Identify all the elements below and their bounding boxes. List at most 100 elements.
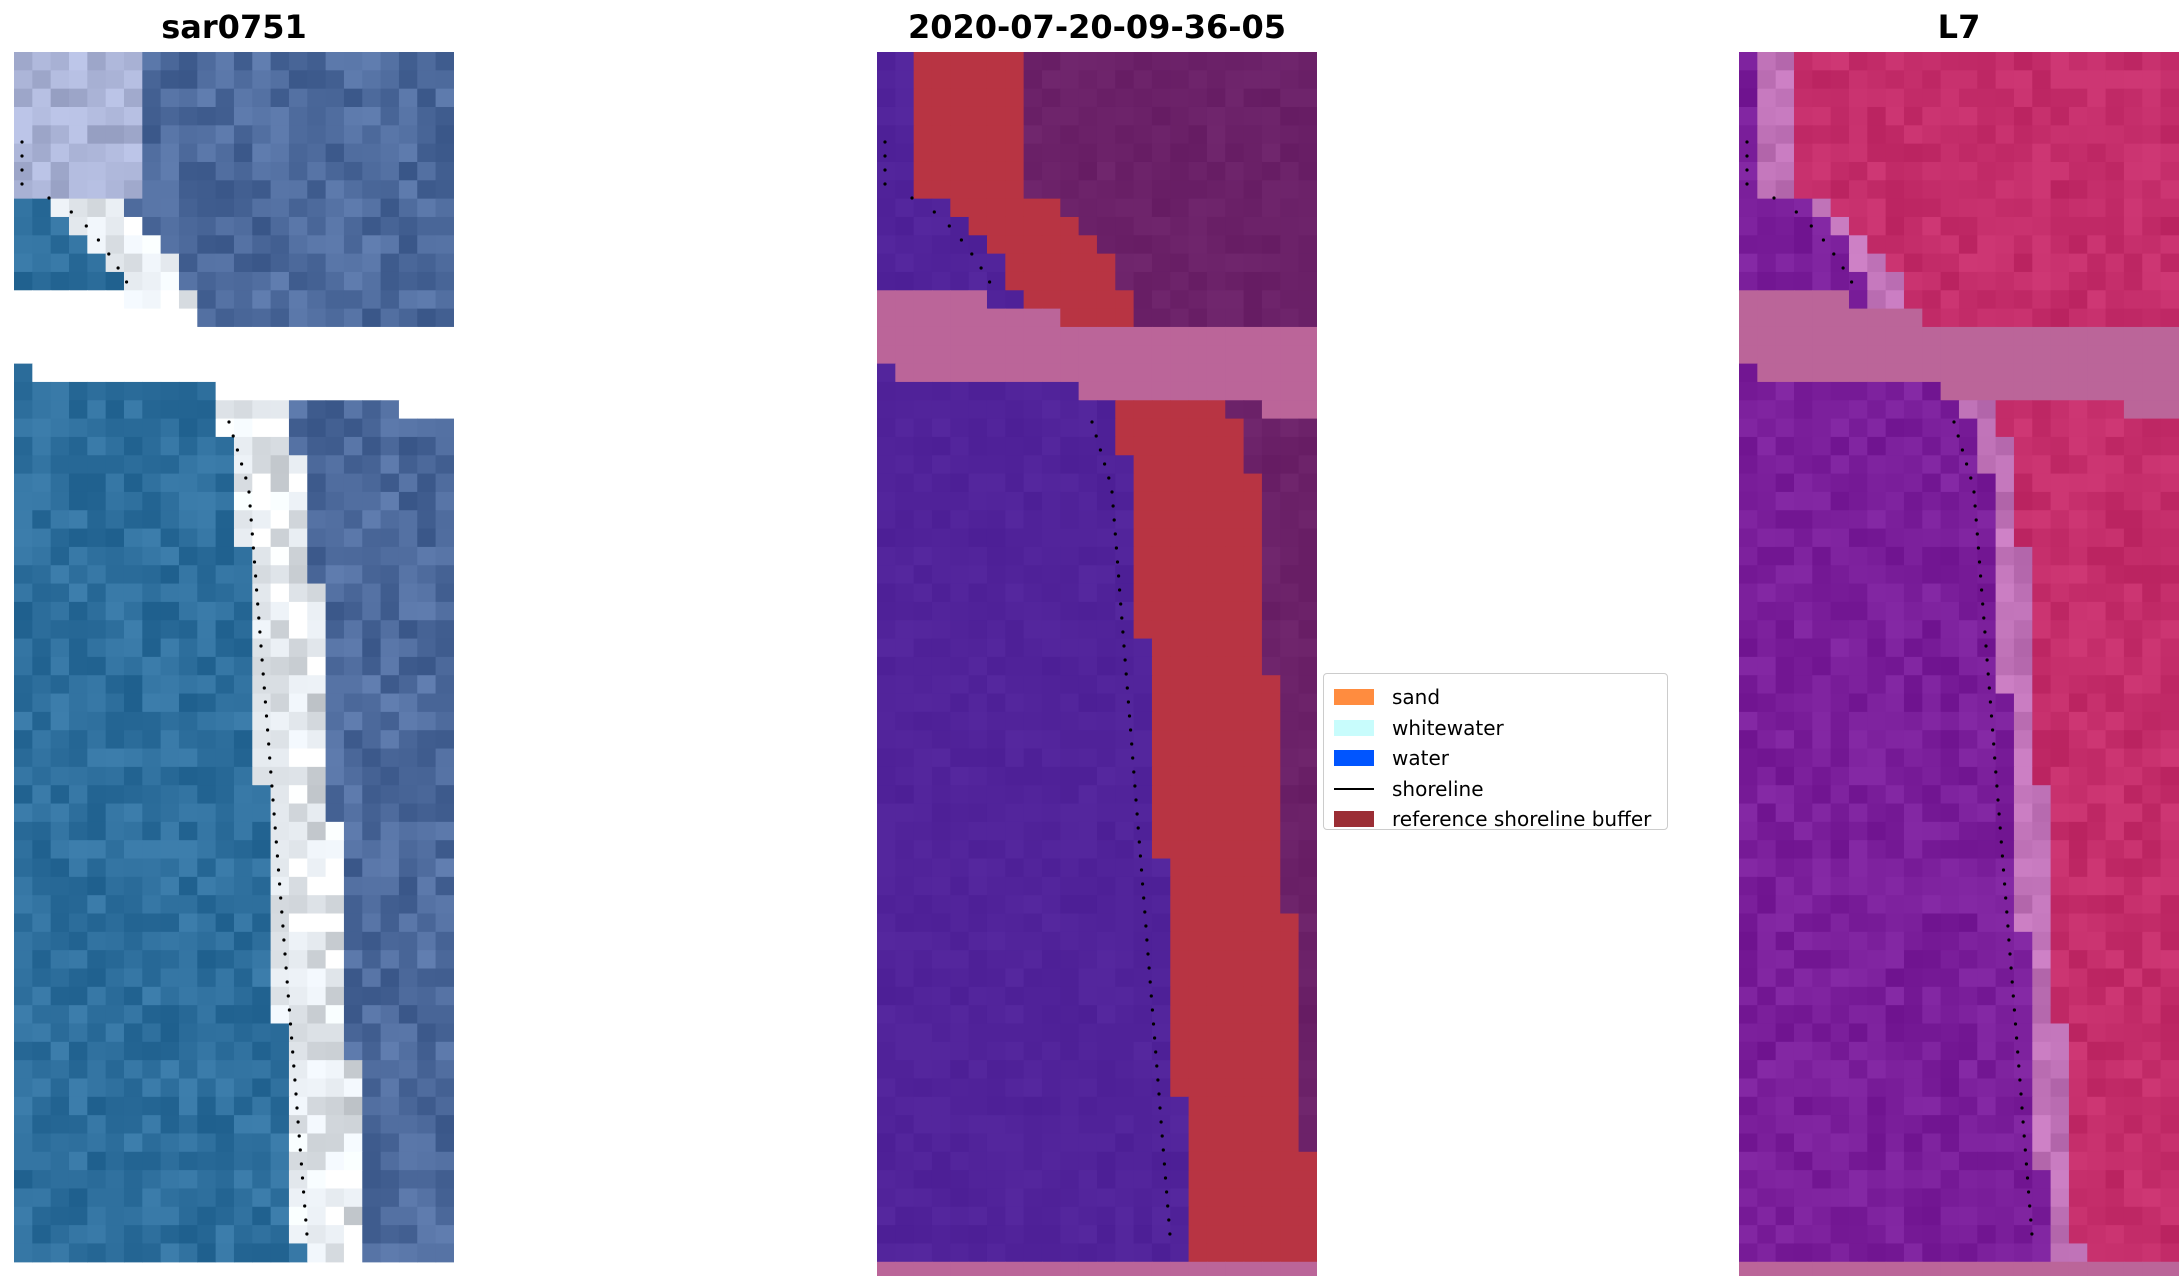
image-pixel [233, 711, 253, 731]
image-pixel [1005, 1115, 1025, 1135]
image-pixel [1261, 180, 1281, 200]
image-pixel [1188, 1225, 1208, 1245]
image-pixel [14, 106, 33, 126]
image-pixel [1060, 198, 1080, 218]
image-pixel [2068, 675, 2088, 695]
image-pixel [123, 1133, 143, 1153]
image-pixel [1225, 583, 1245, 603]
image-pixel [1225, 913, 1245, 933]
image-pixel [398, 1078, 418, 1098]
image-pixel [2142, 198, 2162, 218]
image-pixel [1867, 803, 1887, 823]
index-image-panel [1739, 52, 2179, 1276]
image-pixel [1023, 125, 1043, 145]
image-pixel [1298, 216, 1317, 236]
image-pixel [197, 931, 217, 951]
image-pixel [895, 528, 915, 548]
image-pixel [913, 308, 933, 328]
image-pixel [1775, 821, 1795, 841]
image-pixel [362, 950, 382, 970]
shoreline-point [1850, 280, 1854, 284]
image-pixel [1170, 1078, 1190, 1098]
image-pixel [343, 1151, 363, 1171]
image-pixel [252, 1023, 272, 1043]
image-pixel [968, 473, 988, 493]
image-pixel [986, 363, 1006, 383]
image-pixel [142, 1096, 162, 1116]
image-pixel [1206, 400, 1226, 420]
image-pixel [1151, 968, 1171, 988]
image-pixel [1225, 730, 1245, 750]
image-pixel [877, 198, 896, 218]
image-pixel [1261, 216, 1281, 236]
image-pixel [2123, 253, 2143, 273]
image-pixel [1958, 730, 1978, 750]
image-pixel [50, 1023, 70, 1043]
image-pixel [1995, 1151, 2015, 1171]
image-pixel [1005, 656, 1025, 676]
image-pixel [1151, 528, 1171, 548]
image-pixel [142, 858, 162, 878]
image-pixel [14, 803, 33, 823]
image-pixel [307, 601, 327, 621]
image-pixel [1151, 271, 1171, 291]
image-pixel [1885, 106, 1905, 126]
image-pixel [1739, 180, 1758, 200]
image-pixel [362, 968, 382, 988]
image-pixel [931, 180, 951, 200]
image-pixel [2050, 455, 2070, 475]
image-pixel [87, 510, 107, 530]
image-pixel [68, 216, 88, 236]
image-pixel [380, 180, 400, 200]
image-pixel [1115, 180, 1135, 200]
image-pixel [1867, 858, 1887, 878]
image-pixel [2068, 52, 2088, 71]
image-pixel [1885, 858, 1905, 878]
image-pixel [142, 1151, 162, 1171]
image-pixel [417, 895, 437, 915]
image-pixel [2068, 455, 2088, 475]
image-pixel [1793, 308, 1813, 328]
image-pixel [1005, 950, 1025, 970]
image-pixel [1812, 711, 1832, 731]
image-pixel [1830, 638, 1850, 658]
image-pixel [1078, 400, 1098, 420]
image-pixel [307, 1170, 327, 1190]
image-pixel [2142, 88, 2162, 108]
image-pixel [1060, 803, 1080, 823]
image-pixel [2142, 400, 2162, 420]
image-pixel [252, 675, 272, 695]
image-pixel [1922, 473, 1942, 493]
image-pixel [1995, 840, 2015, 860]
image-pixel [50, 88, 70, 108]
image-pixel [2068, 290, 2088, 310]
image-pixel [142, 1133, 162, 1153]
image-pixel [1115, 290, 1135, 310]
image-pixel [252, 876, 272, 896]
image-pixel [398, 1060, 418, 1080]
image-pixel [2123, 1261, 2143, 1276]
image-pixel [1830, 711, 1850, 731]
image-pixel [1170, 1041, 1190, 1061]
image-pixel [1739, 1023, 1758, 1043]
image-pixel [123, 546, 143, 566]
image-pixel [2013, 271, 2033, 291]
image-pixel [1867, 400, 1887, 420]
image-pixel [2032, 88, 2052, 108]
image-pixel [252, 656, 272, 676]
image-pixel [1775, 1133, 1795, 1153]
image-pixel [1793, 180, 1813, 200]
image-pixel [1940, 290, 1960, 310]
image-pixel [1903, 455, 1923, 475]
image-pixel [380, 381, 400, 401]
image-pixel [877, 950, 896, 970]
image-pixel [2142, 1096, 2162, 1116]
image-pixel [1023, 1060, 1043, 1080]
image-pixel [343, 968, 363, 988]
image-pixel [1903, 235, 1923, 255]
image-pixel [1170, 766, 1190, 786]
image-pixel [435, 748, 454, 768]
image-pixel [2050, 876, 2070, 896]
image-pixel [931, 271, 951, 291]
image-pixel [50, 381, 70, 401]
